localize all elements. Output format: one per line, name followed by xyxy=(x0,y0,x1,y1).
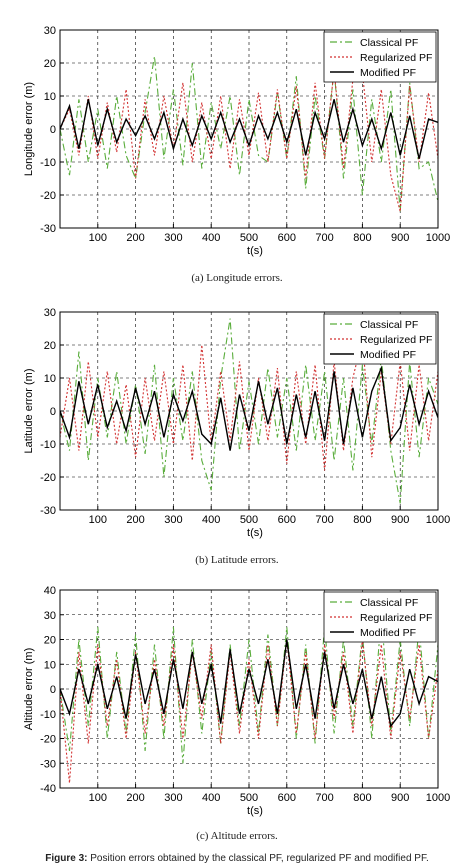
x-tick-label: 400 xyxy=(202,514,220,526)
y-tick-label: 40 xyxy=(44,585,56,597)
x-tick-label: 700 xyxy=(315,514,333,526)
caption-latitude: (b) Latitude errors. xyxy=(195,554,279,566)
caption-longitude: (a) Longitude errors. xyxy=(191,272,283,284)
y-axis-label: Latitude error (m) xyxy=(23,369,35,454)
longitude-chart: 100 200 300 400 500 600 700 800 900 1000-30-20-10… xyxy=(23,25,450,257)
y-axis-label: Altitude error (m) xyxy=(23,648,35,731)
x-tick-label: 200 xyxy=(126,232,144,244)
y-axis-label: Longitude error (m) xyxy=(23,82,35,176)
x-axis-label: t(s) xyxy=(247,245,263,257)
y-tick-label: -30 xyxy=(40,223,56,235)
x-tick-label: 500 xyxy=(240,792,258,804)
x-tick-label: 900 xyxy=(391,514,409,526)
x-tick-label: 100 xyxy=(89,792,107,804)
classical-pf-legend-label: Classical PF xyxy=(360,597,418,609)
x-tick-label: 500 xyxy=(240,514,258,526)
x-tick-label: 800 xyxy=(353,514,371,526)
modified-pf-series-line xyxy=(60,365,438,451)
regularized-pf-series-line xyxy=(60,639,438,784)
y-tick-label: 20 xyxy=(44,340,56,352)
y-tick-label: -20 xyxy=(40,472,56,484)
y-tick-label: -40 xyxy=(40,783,56,795)
modified-pf-series-line xyxy=(60,639,438,728)
legend: Classical PF Regularized PF Modified PF xyxy=(323,31,437,83)
x-tick-label: 900 xyxy=(391,232,409,244)
x-tick-label: 400 xyxy=(202,232,220,244)
y-tick-label: -10 xyxy=(40,157,56,169)
y-tick-label: 0 xyxy=(50,406,56,418)
y-tick-label: 10 xyxy=(44,659,56,671)
classical-pf-legend-label: Classical PF xyxy=(360,319,418,331)
x-tick-label: 800 xyxy=(353,232,371,244)
x-tick-label: 200 xyxy=(126,514,144,526)
x-axis-label: t(s) xyxy=(247,805,263,817)
y-tick-label: 20 xyxy=(44,635,56,647)
y-tick-label: -10 xyxy=(40,439,56,451)
modified-pf-legend-label: Modified PF xyxy=(360,627,416,639)
figure-caption-label: Figure 3: xyxy=(45,853,88,864)
x-tick-label: 100 xyxy=(89,514,107,526)
x-tick-label: 100 xyxy=(89,232,107,244)
modified-pf-legend-label: Modified PF xyxy=(360,349,416,361)
x-tick-label: 700 xyxy=(315,792,333,804)
x-tick-label: 1000 xyxy=(426,232,450,244)
y-tick-label: 0 xyxy=(50,684,56,696)
x-tick-label: 1000 xyxy=(426,514,450,526)
figure-caption: Figure 3: Position errors obtained by th… xyxy=(0,853,474,864)
regularized-pf-series-line xyxy=(60,69,438,212)
legend: Classical PF Regularized PF Modified PF xyxy=(323,313,437,365)
altitude-chart: 100 200 300 400 500 600 700 800 900 1000-40-30-20… xyxy=(23,585,450,817)
x-tick-label: 600 xyxy=(278,514,296,526)
caption-altitude: (c) Altitude errors. xyxy=(196,830,278,842)
y-tick-label: 30 xyxy=(44,610,56,622)
classical-pf-series-line xyxy=(60,56,438,212)
regularized-pf-legend-label: Regularized PF xyxy=(360,334,432,346)
y-tick-label: -20 xyxy=(40,734,56,746)
y-tick-label: 0 xyxy=(50,124,56,136)
x-tick-label: 900 xyxy=(391,792,409,804)
y-tick-label: 10 xyxy=(44,373,56,385)
y-tick-label: -20 xyxy=(40,190,56,202)
x-axis-label: t(s) xyxy=(247,527,263,539)
y-tick-label: 30 xyxy=(44,25,56,37)
y-tick-label: 10 xyxy=(44,91,56,103)
classical-pf-legend-label: Classical PF xyxy=(360,37,418,49)
x-tick-label: 1000 xyxy=(426,792,450,804)
x-tick-label: 400 xyxy=(202,792,220,804)
classical-pf-series-line xyxy=(60,318,438,504)
legend: Classical PF Regularized PF Modified PF xyxy=(323,591,437,643)
modified-pf-legend-label: Modified PF xyxy=(360,67,416,79)
y-tick-label: 20 xyxy=(44,58,56,70)
x-tick-label: 600 xyxy=(278,232,296,244)
regularized-pf-series-line xyxy=(60,338,438,471)
y-tick-label: -30 xyxy=(40,758,56,770)
figure-caption-text: Position errors obtained by the classica… xyxy=(90,853,429,864)
x-tick-label: 300 xyxy=(164,514,182,526)
x-tick-label: 700 xyxy=(315,232,333,244)
regularized-pf-legend-label: Regularized PF xyxy=(360,612,432,624)
y-tick-label: 30 xyxy=(44,307,56,319)
x-tick-label: 200 xyxy=(126,792,144,804)
modified-pf-series-line xyxy=(60,99,438,159)
x-tick-label: 300 xyxy=(164,232,182,244)
y-tick-label: -10 xyxy=(40,709,56,721)
x-tick-label: 600 xyxy=(278,792,296,804)
regularized-pf-legend-label: Regularized PF xyxy=(360,52,432,64)
x-tick-label: 500 xyxy=(240,232,258,244)
x-tick-label: 800 xyxy=(353,792,371,804)
y-tick-label: -30 xyxy=(40,505,56,517)
latitude-chart: 100 200 300 400 500 600 700 800 900 1000-30-20-10… xyxy=(23,307,450,539)
x-tick-label: 300 xyxy=(164,792,182,804)
